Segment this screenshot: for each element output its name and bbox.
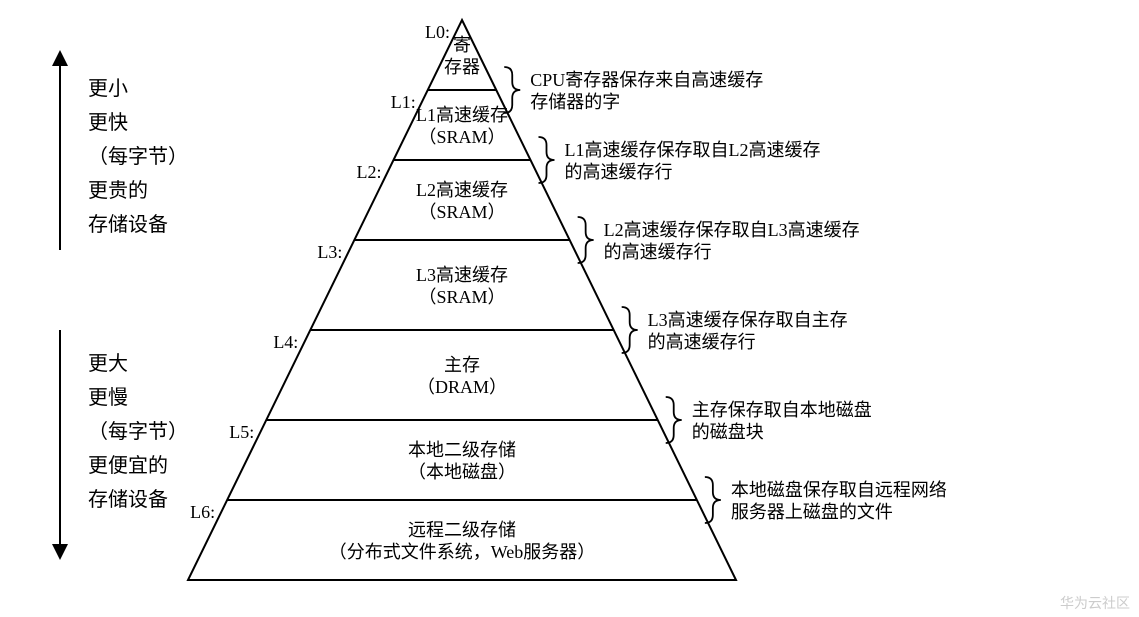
left-top-line-1: 更快 — [88, 111, 128, 134]
level-line2-L0: 存器 — [444, 57, 480, 77]
brace-icon — [666, 397, 682, 443]
left-top-line-2: （每字节） — [88, 145, 188, 168]
left-bottom-line-0: 更大 — [88, 352, 128, 375]
desc-line2-0: 存储器的字 — [530, 92, 620, 112]
level-line2-L1: （SRAM） — [418, 127, 505, 147]
brace-icon — [539, 137, 555, 183]
left-bottom-line-1: 更慢 — [88, 386, 128, 409]
desc-line1-3: L3高速缓存保存取自主存 — [648, 310, 848, 330]
left-bottom-line-2: （每字节） — [88, 420, 188, 443]
desc-line2-2: 的高速缓存行 — [604, 242, 712, 262]
desc-line2-4: 的磁盘块 — [692, 422, 764, 442]
arrow-up-head — [52, 50, 68, 66]
desc-line1-0: CPU寄存器保存来自高速缓存 — [530, 70, 763, 90]
desc-line2-3: 的高速缓存行 — [648, 332, 756, 352]
desc-line2-5: 服务器上磁盘的文件 — [731, 502, 893, 522]
level-tag-L5: L5: — [229, 422, 254, 442]
left-top-line-3: 更贵的 — [88, 179, 148, 202]
level-tag-L3: L3: — [317, 242, 342, 262]
level-tag-L6: L6: — [190, 502, 215, 522]
left-top-line-0: 更小 — [88, 77, 128, 100]
level-line2-L4: （DRAM） — [417, 377, 507, 397]
level-line2-L3: （SRAM） — [418, 287, 505, 307]
level-line1-L2: L2高速缓存 — [416, 180, 508, 200]
desc-line1-1: L1高速缓存保存取自L2高速缓存 — [565, 140, 821, 160]
level-line1-L6: 远程二级存储 — [408, 520, 516, 540]
brace-icon — [578, 217, 594, 263]
level-line1-L4: 主存 — [444, 355, 480, 375]
desc-line1-4: 主存保存取自本地磁盘 — [692, 400, 872, 420]
brace-icon — [705, 477, 721, 523]
level-line1-L3: L3高速缓存 — [416, 265, 508, 285]
watermark: 华为云社区 — [1060, 596, 1130, 612]
level-line2-L6: （分布式文件系统，Web服务器） — [329, 542, 596, 562]
brace-icon — [622, 307, 638, 353]
level-tag-L0: L0: — [425, 22, 450, 42]
desc-line2-1: 的高速缓存行 — [565, 162, 673, 182]
left-top-line-4: 存储设备 — [88, 213, 168, 236]
left-bottom-line-4: 存储设备 — [88, 488, 168, 511]
level-line2-L2: （SRAM） — [418, 202, 505, 222]
level-line1-L5: 本地二级存储 — [408, 440, 516, 460]
level-tag-L1: L1: — [391, 92, 416, 112]
level-tag-L4: L4: — [273, 332, 298, 352]
level-line1-L1: L1高速缓存 — [416, 105, 508, 125]
desc-line1-2: L2高速缓存保存取自L3高速缓存 — [604, 220, 860, 240]
level-tag-L2: L2: — [357, 162, 382, 182]
level-line2-L5: （本地磁盘） — [408, 462, 516, 482]
left-bottom-line-3: 更便宜的 — [88, 454, 168, 477]
desc-line1-5: 本地磁盘保存取自远程网络 — [731, 480, 947, 500]
arrow-down-head — [52, 544, 68, 560]
level-line1-L0: 寄 — [453, 35, 471, 55]
